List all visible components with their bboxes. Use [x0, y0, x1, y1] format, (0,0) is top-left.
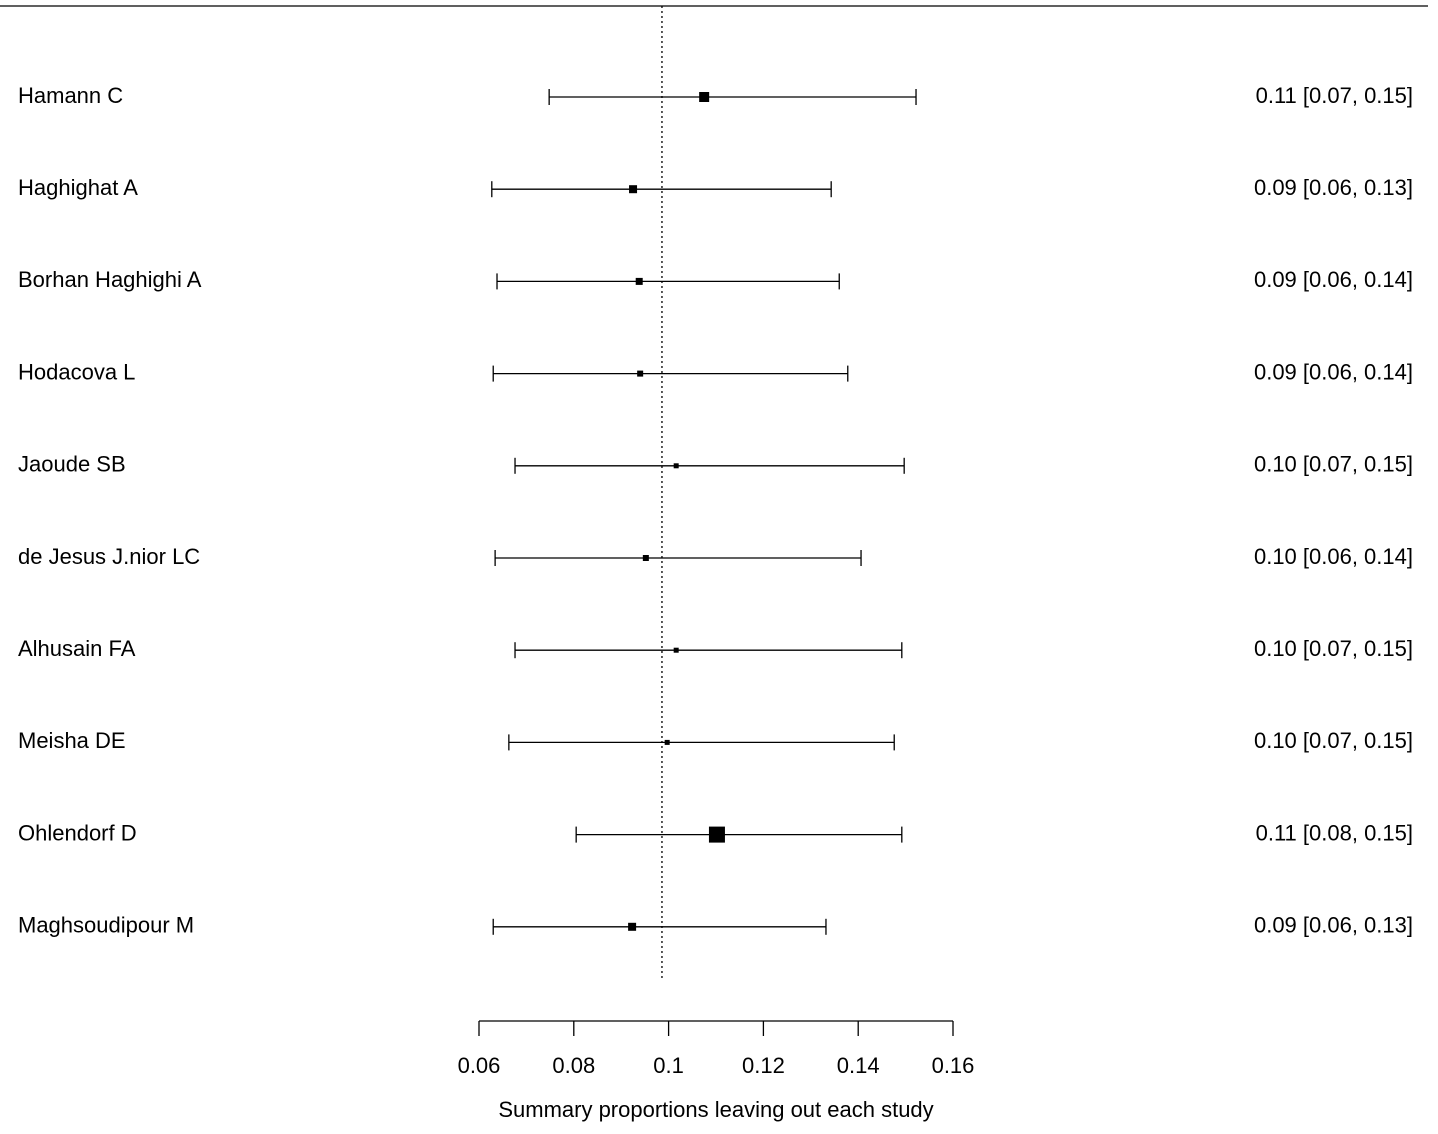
estimate-square [673, 647, 679, 653]
study-label: Borhan Haghighi A [18, 267, 202, 292]
estimate-square [664, 739, 670, 745]
estimate-label: 0.10 [0.07, 0.15] [1254, 636, 1413, 661]
estimate-square [628, 922, 637, 931]
x-axis-title: Summary proportions leaving out each stu… [498, 1097, 933, 1122]
study-label: Alhusain FA [18, 636, 136, 661]
study-label: Hodacova L [18, 359, 135, 384]
study-label: Maghsoudipour M [18, 913, 194, 938]
study-label: de Jesus J.nior LC [18, 544, 200, 569]
x-tick-label: 0.1 [653, 1053, 684, 1078]
estimate-label: 0.09 [0.06, 0.14] [1254, 267, 1413, 292]
estimate-square [629, 185, 638, 194]
estimate-square [699, 92, 710, 102]
estimate-square [637, 370, 644, 377]
estimate-label: 0.10 [0.07, 0.15] [1254, 728, 1413, 753]
estimate-square [642, 555, 649, 561]
study-label: Ohlendorf D [18, 820, 137, 845]
estimate-label: 0.11 [0.08, 0.15] [1256, 820, 1413, 845]
x-tick-label: 0.16 [932, 1053, 975, 1078]
study-label: Jaoude SB [18, 452, 126, 477]
estimate-label: 0.09 [0.06, 0.14] [1254, 359, 1413, 384]
study-label: Hamann C [18, 83, 123, 108]
estimate-label: 0.10 [0.06, 0.14] [1254, 544, 1413, 569]
estimate-label: 0.09 [0.06, 0.13] [1254, 175, 1413, 200]
estimate-label: 0.10 [0.07, 0.15] [1254, 452, 1413, 477]
x-tick-label: 0.08 [552, 1053, 595, 1078]
x-tick-label: 0.06 [458, 1053, 501, 1078]
estimate-square [673, 463, 679, 469]
x-tick-label: 0.14 [837, 1053, 880, 1078]
estimate-label: 0.09 [0.06, 0.13] [1254, 913, 1413, 938]
estimate-square [708, 826, 725, 843]
estimate-label: 0.11 [0.07, 0.15] [1256, 83, 1413, 108]
study-label: Haghighat A [18, 175, 138, 200]
estimate-square [635, 277, 643, 285]
study-label: Meisha DE [18, 728, 126, 753]
x-tick-label: 0.12 [742, 1053, 785, 1078]
